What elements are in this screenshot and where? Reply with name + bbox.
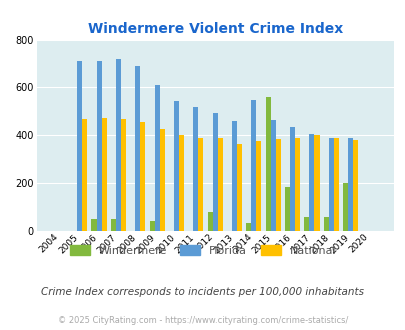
Bar: [207, 212, 212, 231]
Bar: [294, 138, 299, 231]
Bar: [217, 138, 222, 231]
Bar: [115, 59, 121, 231]
Bar: [135, 66, 140, 231]
Bar: [270, 120, 275, 231]
Bar: [251, 100, 256, 231]
Bar: [111, 219, 115, 231]
Bar: [275, 139, 280, 231]
Bar: [256, 141, 261, 231]
Bar: [198, 138, 203, 231]
Title: Windermere Violent Crime Index: Windermere Violent Crime Index: [87, 22, 342, 36]
Text: Crime Index corresponds to incidents per 100,000 inhabitants: Crime Index corresponds to incidents per…: [41, 287, 364, 297]
Bar: [284, 187, 290, 231]
Bar: [179, 135, 183, 231]
Bar: [290, 127, 294, 231]
Bar: [231, 121, 237, 231]
Bar: [159, 129, 164, 231]
Bar: [77, 61, 82, 231]
Bar: [173, 101, 179, 231]
Bar: [309, 134, 314, 231]
Bar: [193, 107, 198, 231]
Bar: [237, 144, 241, 231]
Bar: [121, 119, 126, 231]
Bar: [265, 97, 270, 231]
Bar: [333, 138, 338, 231]
Bar: [96, 61, 101, 231]
Bar: [212, 113, 217, 231]
Bar: [314, 135, 319, 231]
Bar: [149, 221, 154, 231]
Bar: [304, 217, 309, 231]
Bar: [352, 140, 357, 231]
Bar: [342, 183, 347, 231]
Bar: [246, 223, 251, 231]
Bar: [347, 138, 352, 231]
Bar: [140, 122, 145, 231]
Bar: [154, 85, 159, 231]
Bar: [82, 119, 87, 231]
Bar: [91, 219, 96, 231]
Bar: [328, 138, 333, 231]
Bar: [323, 217, 328, 231]
Text: © 2025 CityRating.com - https://www.cityrating.com/crime-statistics/: © 2025 CityRating.com - https://www.city…: [58, 315, 347, 325]
Bar: [101, 118, 107, 231]
Legend: Windermere, Florida, National: Windermere, Florida, National: [65, 241, 340, 260]
